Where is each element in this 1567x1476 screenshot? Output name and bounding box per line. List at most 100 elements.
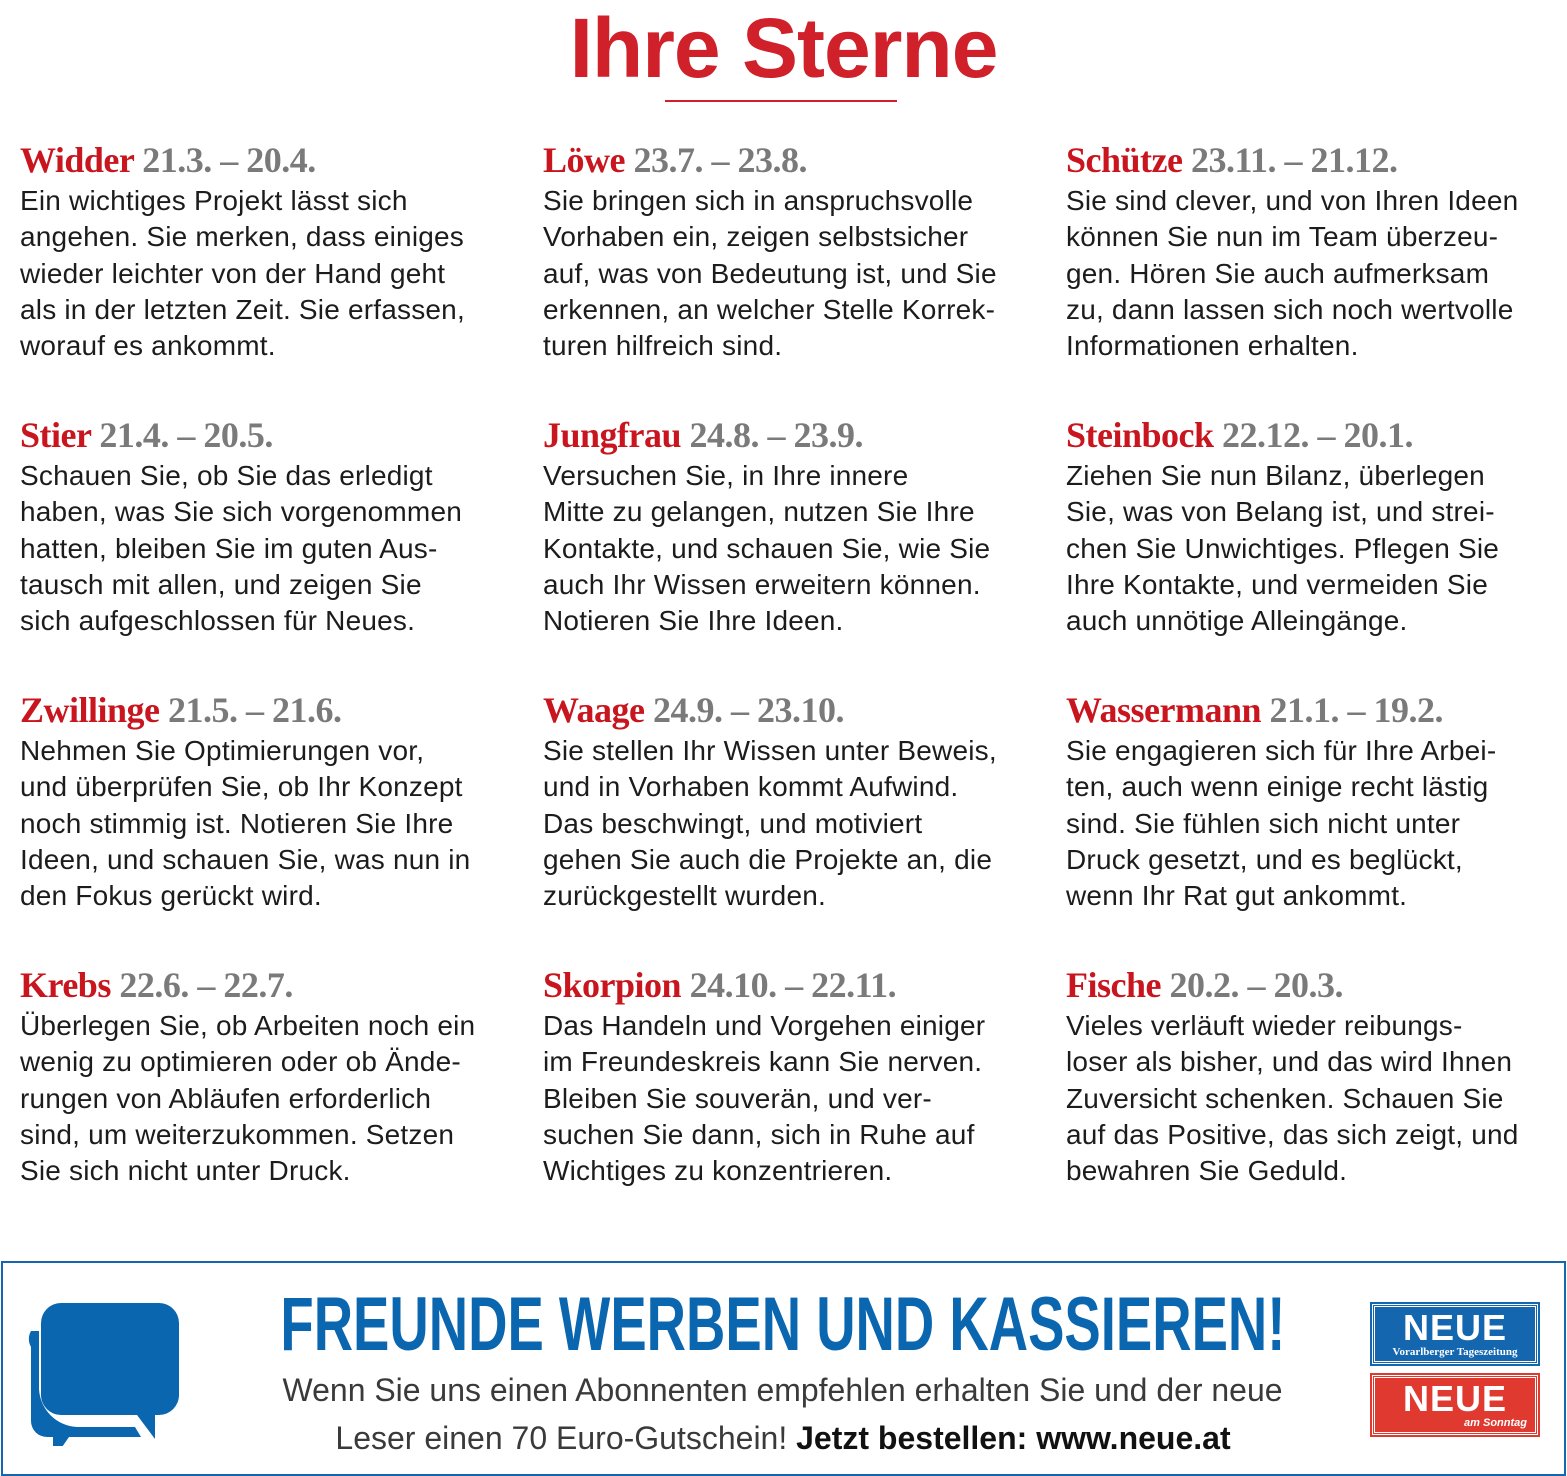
text-line: wieder leichter von der Hand geht [20,257,446,289]
horoscope-löwe: Löwe 23.7. – 23.8. Sie bringen sich in an… [543,140,1043,364]
text-line: auch Ihr Wissen erweitern können. [543,568,981,600]
sign-heading: Schütze 23.11. – 21.12. [1066,140,1566,180]
text-line: sich aufgeschlossen für Neues. [20,605,416,637]
sign-text: Ein wichtiges Projekt lässt sich angehen.… [20,183,520,364]
text-line: sind, um weiterzukommen. Setzen [20,1118,455,1150]
text-line: suchen Sie dann, sich in Ruhe auf [543,1118,975,1150]
sign-name: Zwillinge [20,690,160,730]
sign-name: Fische [1066,965,1161,1005]
text-line: Zuversicht schenken. Schauen Sie [1066,1082,1504,1114]
text-line: Informationen erhalten. [1066,330,1359,362]
text-line: Sie engagieren sich für Ihre Arbei- [1066,735,1497,766]
text-line: gehen Sie auch die Projekte an, die [543,843,993,875]
sign-text: Sie bringen sich in anspruchsvolle Vorhab… [543,183,1043,364]
text-line: Sie bringen sich in anspruchsvolle [543,185,974,216]
text-line: auf das Positive, das sich zeigt, und [1066,1118,1519,1150]
text-line: Bleiben Sie souverän, und ver- [543,1082,932,1114]
horoscope-jungfrau: Jungfrau 24.8. – 23.9. Versuchen Sie, in … [543,415,1043,639]
text-line: Notieren Sie Ihre Ideen. [543,605,844,637]
sign-heading: Widder 21.3. – 20.4. [20,140,520,180]
text-line: angehen. Sie merken, dass einiges [20,221,464,253]
text-line: worauf es ankommt. [20,330,276,362]
text-line: bewahren Sie Geduld. [1066,1155,1348,1187]
sign-heading: Löwe 23.7. – 23.8. [543,140,1043,180]
page-title: Ihre Sterne [569,1,999,95]
text-line: Druck gesetzt, und es beglückt, [1066,843,1463,875]
horoscope-zwillinge: Zwillinge 21.5. – 21.6. Nehmen Sie Optimi… [20,690,520,914]
sign-name: Stier [20,415,91,455]
text-line: können Sie nun im Team überzeu- [1066,221,1499,253]
text-line: Sie stellen Ihr Wissen unter Beweis, [543,735,997,766]
sign-text: Sie engagieren sich für Ihre Arbei-ten, … [1066,733,1566,914]
text-line: Sie sind clever, und von Ihren Ideen [1066,185,1519,216]
sign-dates: 21.3. – 20.4. [142,140,316,180]
ad-text-line-2: Leser einen 70 Euro-Gutschein! Jetzt bes… [335,1420,1231,1456]
sign-text: Überlegen Sie, ob Arbeiten noch ein wenig… [20,1008,520,1189]
text-line: haben, was Sie sich vorgenommen [20,496,462,528]
text-line: wenn Ihr Rat gut ankommt. [1066,880,1408,912]
speech-bubbles-icon [28,1303,179,1446]
horoscope-steinbock: Steinbock 22.12. – 20.1. Ziehen Sie nun B… [1066,415,1566,639]
text-line: Das beschwingt, und motiviert [543,807,923,839]
text-line: und überprüfen Sie, ob Ihr Konzept [20,771,463,803]
text-line: auch unnötige Alleingänge. [1066,605,1408,637]
sign-text: Ziehen Sie nun Bilanz, überlegen Sie, was… [1066,458,1566,639]
neue-tageszeitung-logo: NEUE Vorarlberger Tageszeitung [1370,1302,1540,1366]
text-line: zurückgestellt wurden. [543,880,826,912]
text-line: wenig zu optimieren oder ob Ände- [20,1046,461,1078]
sign-heading: Jungfrau 24.8. – 23.9. [543,415,1043,455]
text-line: Mitte zu gelangen, nutzen Sie Ihre [543,496,975,528]
text-line: rungen von Abläufen erforderlich [20,1082,432,1114]
sign-dates: 23.11. – 21.12. [1191,140,1398,180]
sign-heading: Wassermann 21.1. – 19.2. [1066,690,1566,730]
sign-dates: 22.6. – 22.7. [119,965,293,1005]
text-line: Ihre Kontakte, und vermeiden Sie [1066,568,1488,600]
sign-name: Widder [20,140,134,180]
title-divider [665,100,897,102]
sign-dates: 23.7. – 23.8. [633,140,808,180]
sign-dates: 21.4. – 20.5. [99,415,273,455]
ad-cta-link[interactable]: Jetzt bestellen: www.neue.at [796,1420,1231,1456]
horoscope-skorpion: Skorpion 24.10. – 22.11. Das Handeln und … [543,965,1043,1189]
subscription-ad[interactable]: FREUNDE WERBEN UND KASSIEREN! Wenn Sie u… [1,1261,1566,1476]
sign-text: Das Handeln und Vorgehen einiger im Freun… [543,1008,1043,1189]
sign-dates: 24.10. – 22.11. [689,965,897,1005]
text-line: Ziehen Sie nun Bilanz, überlegen [1066,460,1485,491]
sign-dates: 22.12. – 20.1. [1222,415,1414,455]
sign-text: Nehmen Sie Optimierungen vor, und überprü… [20,733,520,914]
text-line: Ein wichtiges Projekt lässt sich [20,185,408,216]
text-line: turen hilfreich sind. [543,330,783,362]
text-line: Vorhaben ein, zeigen selbstsicher [543,221,969,253]
sign-name: Waage [543,690,645,730]
sign-heading: Skorpion 24.10. – 22.11. [543,965,1043,1005]
text-line: Vieles verläuft wieder reibungs- [1066,1010,1463,1041]
horoscope-widder: Widder 21.3. – 20.4. Ein wichtiges Projek… [20,140,520,364]
text-line: Kontakte, und schauen Sie, wie Sie [543,532,991,564]
text-line: erkennen, an welcher Stelle Korrek- [543,293,996,325]
text-line: hatten, bleiben Sie im guten Aus- [20,532,438,564]
text-line: im Freundeskreis kann Sie nerven. [543,1046,983,1078]
text-line: Nehmen Sie Optimierungen vor, [20,735,425,766]
text-line: den Fokus gerückt wird. [20,880,322,912]
text-line: zu, dann lassen sich noch wertvolle [1066,293,1514,325]
text-line: gen. Hören Sie auch aufmerksam [1066,257,1490,289]
text-line: als in der letzten Zeit. Sie erfassen, [20,293,465,325]
sign-text: Sie stellen Ihr Wissen unter Beweis, und … [543,733,1043,914]
sign-name: Löwe [543,140,626,180]
sign-heading: Steinbock 22.12. – 20.1. [1066,415,1566,455]
text-line: noch stimmig ist. Notieren Sie Ihre [20,807,454,839]
text-line: Sie sich nicht unter Druck. [20,1155,351,1187]
text-line: Ideen, und schauen Sie, was nun in [20,843,471,875]
ad-text-line-1: Wenn Sie uns einen Abonnenten empfehlen … [283,1372,1283,1408]
text-line: Wichtiges zu konzentrieren. [543,1155,893,1187]
sign-dates: 21.5. – 21.6. [168,690,342,730]
horoscope-fische: Fische 20.2. – 20.3. Vieles verläuft wied… [1066,965,1566,1189]
sign-heading: Zwillinge 21.5. – 21.6. [20,690,520,730]
sign-name: Jungfrau [543,415,682,455]
sign-text: Versuchen Sie, in Ihre innere Mitte zu ge… [543,458,1043,639]
horoscope-schütze: Schütze 23.11. – 21.12. Sie sind clever, … [1066,140,1566,364]
sign-name: Schütze [1066,140,1183,180]
sign-heading: Krebs 22.6. – 22.7. [20,965,520,1005]
text-line: sind. Sie fühlen sich nicht unter [1066,807,1461,839]
horoscope-stier: Stier 21.4. – 20.5. Schauen Sie, ob Sie d… [20,415,520,639]
